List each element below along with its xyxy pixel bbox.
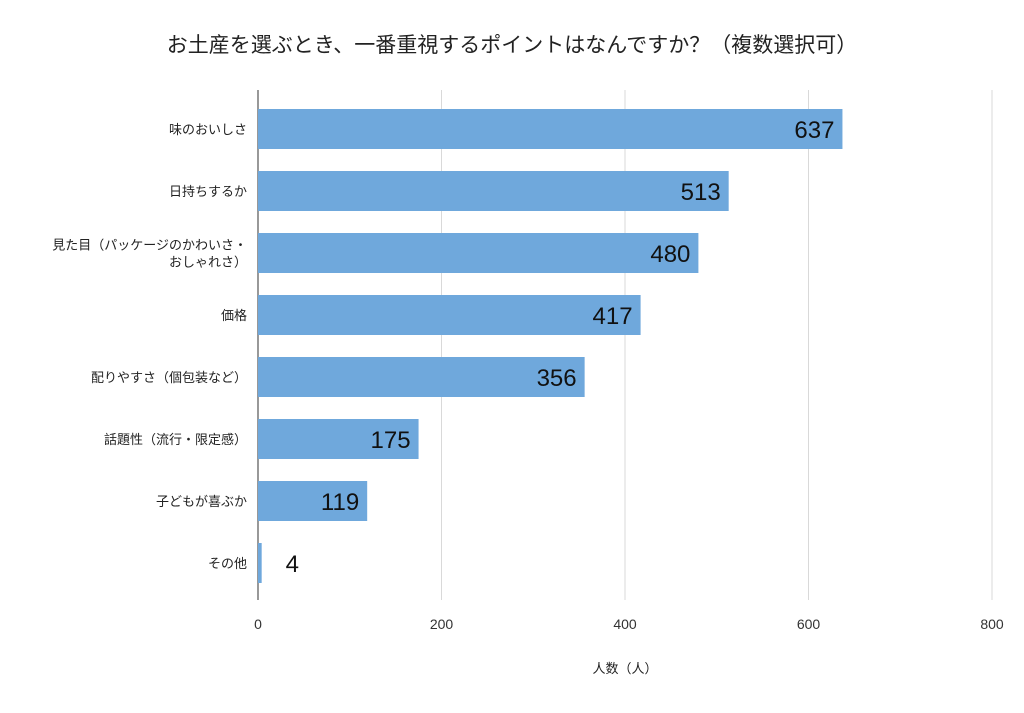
category-label: 見た目（パッケージのかわいさ・ xyxy=(52,239,247,254)
data-label: 513 xyxy=(681,179,721,206)
x-tick-label: 600 xyxy=(797,616,821,632)
bar xyxy=(258,357,585,397)
category-label: 配りやすさ（個包装など） xyxy=(91,371,247,386)
bar xyxy=(258,109,843,149)
data-label: 637 xyxy=(794,117,834,144)
x-axis-title: 人数（人） xyxy=(592,662,657,677)
category-label: 価格 xyxy=(221,308,247,324)
x-tick-label: 800 xyxy=(980,616,1004,632)
category-label: 日持ちするか xyxy=(169,185,247,200)
bar xyxy=(258,543,262,583)
category-label: その他 xyxy=(208,557,247,572)
data-label: 356 xyxy=(537,365,577,392)
data-label: 417 xyxy=(593,303,633,330)
x-tick-label: 200 xyxy=(430,616,454,632)
category-label: おしゃれさ） xyxy=(169,256,247,271)
category-label: 子どもが喜ぶか xyxy=(156,495,247,510)
x-tick-label: 0 xyxy=(254,616,262,632)
x-tick-label: 400 xyxy=(613,616,637,632)
bar xyxy=(258,171,729,211)
chart-title: お土産を選ぶとき、一番重視するポイントはなんですか？（複数選択可） xyxy=(167,33,857,57)
bar xyxy=(258,233,699,273)
category-label: 話題性（流行・限定感） xyxy=(104,432,247,448)
data-label: 480 xyxy=(650,241,690,268)
bar xyxy=(258,481,368,521)
grid-lines xyxy=(257,90,993,600)
data-label: 175 xyxy=(371,427,411,454)
value-labels: 637 513 480 417 356 175 119 4 xyxy=(286,117,835,578)
data-label: 119 xyxy=(321,489,359,516)
bar xyxy=(258,419,419,459)
data-label: 4 xyxy=(286,551,299,578)
x-axis-ticks: 0 200 400 600 800 xyxy=(254,616,1004,632)
category-label: 味のおいしさ xyxy=(169,123,247,138)
bars xyxy=(258,109,843,583)
bar xyxy=(258,295,641,335)
